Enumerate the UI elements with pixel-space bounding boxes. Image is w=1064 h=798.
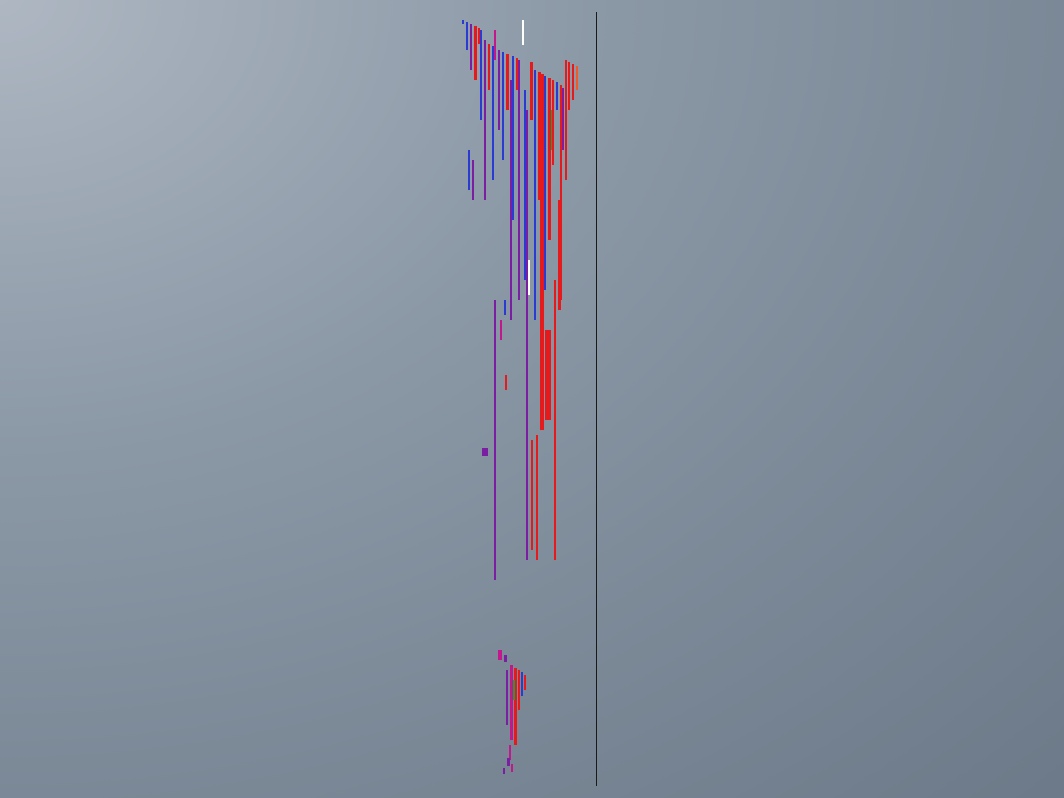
wireframe-line [565, 60, 567, 180]
wireframe-line [505, 375, 507, 390]
wireframe-line [524, 675, 526, 690]
wireframe-line [554, 280, 556, 560]
wireframe-line [494, 30, 496, 60]
wireframe-line [480, 30, 482, 120]
wireframe-line [518, 670, 520, 710]
wireframe-line [552, 80, 554, 165]
wireframe-line [502, 52, 504, 160]
wireframe-line [484, 40, 486, 200]
wireframe-line [568, 62, 570, 110]
wireframe-line [474, 26, 477, 80]
wireframe-line [526, 110, 528, 560]
wireframe-line [562, 88, 564, 150]
wireframe-line [470, 24, 472, 70]
wireframe-line [503, 768, 505, 774]
wireframe-line [545, 330, 551, 420]
wireframe-line [510, 665, 513, 740]
wireframe-line [506, 670, 508, 725]
wireframe-line [507, 758, 510, 766]
wireframe-line [534, 70, 536, 320]
wireframe-line [572, 64, 574, 100]
wireframe-line [522, 20, 524, 45]
wireframe-line [498, 50, 500, 130]
wireframe-line [504, 300, 506, 315]
wireframe-line [528, 260, 530, 295]
cad-viewport[interactable] [0, 0, 1064, 798]
wireframe-line [576, 66, 578, 90]
wireframe-line [482, 448, 488, 456]
wireframe-line [544, 76, 546, 290]
wireframe-line [511, 764, 513, 772]
wireframe-line [462, 20, 464, 24]
wireframe-line [494, 300, 496, 580]
wireframe-line [536, 435, 538, 560]
wireframe-line [488, 44, 490, 90]
wireframe-line [518, 60, 520, 300]
wireframe-line [498, 650, 502, 660]
wireframe-line [466, 22, 468, 50]
wireframe-line [556, 82, 558, 110]
wireframe-line [521, 672, 523, 696]
wireframe-line [504, 655, 507, 662]
wireframe-line [512, 56, 514, 220]
wireframe-line [506, 54, 509, 110]
wireframe-line [530, 62, 533, 120]
wireframe-line [548, 78, 551, 240]
wireframe-line [492, 46, 494, 180]
wireframe-line [468, 150, 470, 190]
wireframe-line [531, 440, 533, 550]
wireframe-line [596, 12, 597, 786]
wireframe-line [513, 680, 515, 700]
wireframe-line [500, 320, 502, 340]
wireframe-line [472, 160, 474, 200]
